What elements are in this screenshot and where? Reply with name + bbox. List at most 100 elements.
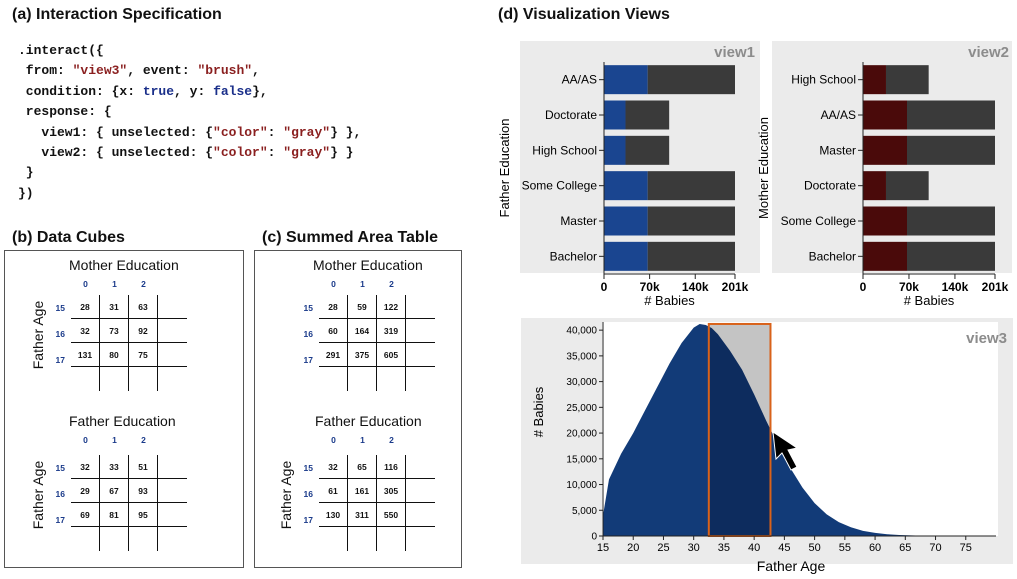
view1-x-tick-label: 140k <box>682 280 709 294</box>
col-index: 0 <box>331 435 336 445</box>
view2-category-label: Master <box>819 143 856 157</box>
grid-cell: 80 <box>100 343 129 367</box>
grid-cell: 69 <box>71 503 100 527</box>
grid-cell <box>71 527 100 551</box>
grid-cell <box>158 343 187 367</box>
view1-x-tick-label: 70k <box>640 280 660 294</box>
grid-cell: 291 <box>319 343 348 367</box>
code-token: "brush" <box>197 63 253 79</box>
view1-y-axis-title: Father Education <box>497 118 512 217</box>
view2-category-label: Doctorate <box>804 179 856 193</box>
grid-cell <box>158 503 187 527</box>
code-token: , event: <box>127 63 198 79</box>
view3-y-tick-label: 20,000 <box>566 429 597 440</box>
code-token: view1: { unselected: { <box>18 124 214 140</box>
grid-cell: 95 <box>129 503 158 527</box>
code-token: from: <box>18 63 73 79</box>
view3-y-tick-label: 10,000 <box>566 480 597 491</box>
view3-brush-region <box>708 323 771 536</box>
view2-category-label: High School <box>791 73 856 87</box>
view3-x-tick-label: 15 <box>597 542 609 554</box>
code-token: : <box>267 124 284 140</box>
code-token: "color" <box>213 145 268 161</box>
grid-cell: 29 <box>71 479 100 503</box>
col-index: 1 <box>360 435 365 445</box>
code-token: true <box>142 83 175 99</box>
view1-bar-selected <box>604 100 626 130</box>
view2-x-tick-label: 0 <box>860 280 867 294</box>
view1-chart: AA/AS Doctorate High School Some College Mas… <box>497 41 760 308</box>
col-index: 0 <box>83 279 88 289</box>
view3-x-tick-label: 60 <box>869 542 881 554</box>
row-index: 16 <box>303 489 313 499</box>
grid-cell <box>377 527 406 551</box>
row-index: 15 <box>303 303 313 313</box>
summed-area-table-panel: Mother Education 0 1 2 15 16 17 28 59 122 6… <box>254 250 462 568</box>
view2-chart: High School AA/AS Master Doctorate Some Coll… <box>756 41 1012 308</box>
data-cube-mother-heading: Mother Education <box>69 257 179 273</box>
view2-bar-unselected <box>907 100 995 130</box>
view1-category-label: Master <box>560 214 597 228</box>
col-index: 2 <box>389 435 394 445</box>
view2-x-tick-label: 201k <box>982 280 1009 294</box>
view1-bar-selected <box>604 171 648 201</box>
grid-cell: 28 <box>71 295 100 319</box>
grid-cell: 60 <box>319 319 348 343</box>
interaction-spec-code: .interact({ from: "view3", event: "brush… <box>18 41 361 204</box>
grid-cell: 59 <box>348 295 377 319</box>
col-index: 1 <box>112 279 117 289</box>
view3-plot-area <box>602 322 998 536</box>
view3-x-axis-title: Father Age <box>757 558 826 574</box>
grid-cell: 131 <box>71 343 100 367</box>
grid-cell <box>158 479 187 503</box>
view1-bar-selected <box>604 135 626 165</box>
view2-view-label: view2 <box>968 44 1009 61</box>
grid-cell: 164 <box>348 319 377 343</box>
grid-cell: 75 <box>129 343 158 367</box>
view3-x-tick-label: 40 <box>748 542 760 554</box>
grid-cell: 116 <box>377 455 406 479</box>
code-token: view2: { unselected: { <box>18 145 214 161</box>
view3-y-tick-label: 0 <box>591 532 597 543</box>
col-index: 0 <box>331 279 336 289</box>
view2-bar-selected <box>863 206 907 236</box>
grid-cell: 311 <box>348 503 377 527</box>
grid-cell: 73 <box>100 319 129 343</box>
view3-y-tick-label: 5,000 <box>572 506 597 517</box>
grid-cell <box>158 527 187 551</box>
grid-cell: 305 <box>377 479 406 503</box>
grid-cell: 81 <box>100 503 129 527</box>
view1-category-label: Bachelor <box>550 249 597 263</box>
row-index: 17 <box>55 355 65 365</box>
grid-cell: 32 <box>71 455 100 479</box>
code-token: .interact({ <box>18 43 104 58</box>
view1-bar-unselected <box>625 135 670 165</box>
view3-x-tick-label: 65 <box>899 542 911 554</box>
grid-cell: 63 <box>129 295 158 319</box>
view2-y-axis-title: Mother Education <box>756 117 771 219</box>
grid-cell <box>158 295 187 319</box>
grid-cell <box>406 295 435 319</box>
grid-cell: 67 <box>100 479 129 503</box>
grid-cell: 319 <box>377 319 406 343</box>
view3-x-tick-label: 30 <box>688 542 700 554</box>
col-index: 1 <box>112 435 117 445</box>
grid-cell: 31 <box>100 295 129 319</box>
grid-cell <box>158 455 187 479</box>
grid-cell: 28 <box>319 295 348 319</box>
grid-cell: 93 <box>129 479 158 503</box>
cursor-arrow-icon <box>772 430 799 471</box>
data-cube-mother-grid: 28 31 63 32 73 92 131 80 75 <box>71 295 187 391</box>
grid-cell: 122 <box>377 295 406 319</box>
row-index: 16 <box>55 489 65 499</box>
view1-x-tick-label: 0 <box>601 280 608 294</box>
grid-cell <box>406 367 435 391</box>
view2-x-axis-title: # Babies <box>904 293 955 308</box>
view3-x-tick-label: 25 <box>657 542 669 554</box>
view2-bar-unselected <box>885 65 929 95</box>
view3-x-tick-label: 35 <box>718 542 730 554</box>
code-token: false <box>213 83 253 99</box>
view1-bar-unselected <box>625 100 670 130</box>
view2-x-tick-label: 140k <box>942 280 969 294</box>
view3-x-tick-label: 45 <box>778 542 790 554</box>
